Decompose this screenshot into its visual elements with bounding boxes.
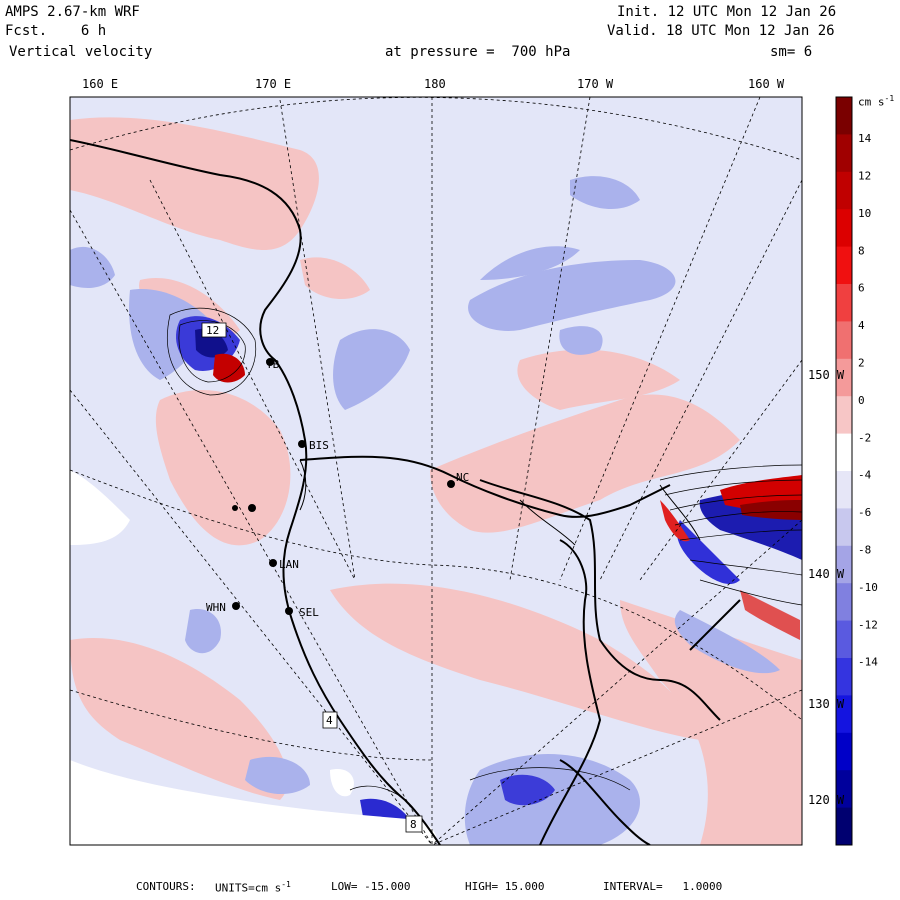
- boxed-label-12: 12: [206, 324, 219, 337]
- colorbar-tick-label: -14: [858, 656, 878, 669]
- ice-mask: [70, 470, 437, 845]
- colorbar-swatch: [836, 583, 852, 622]
- colorbar-swatch: [836, 97, 852, 135]
- lon-label-180: 180: [424, 77, 446, 91]
- station-label-nc: NC: [456, 471, 469, 484]
- colorbar-tick-label: -6: [858, 506, 871, 519]
- colorbar-tick-label: -10: [858, 581, 878, 594]
- colorbar-frame: [835, 96, 853, 846]
- footer-interval: INTERVAL= 1.0000: [603, 880, 723, 893]
- colorbar-tick-label: 8: [858, 244, 865, 257]
- colorbar-tick-label: -4: [858, 469, 872, 482]
- station-label-whn: WHN: [206, 601, 226, 614]
- station-label-tb: TB: [266, 358, 280, 371]
- colorbar-swatch: [836, 807, 852, 846]
- colorbar-swatch: [836, 171, 852, 210]
- colorbar-tick-label: 0: [858, 394, 865, 407]
- station-dot: [248, 504, 256, 512]
- station-dot: [232, 505, 238, 511]
- forecast-hour: Fcst. 6 h: [5, 23, 107, 39]
- pressure-level: at pressure = 700 hPa: [385, 44, 571, 60]
- footer-low: LOW= -15.000: [331, 880, 411, 893]
- model-title: AMPS 2.67-km WRF: [5, 4, 140, 20]
- colorbar-swatch: [836, 695, 852, 734]
- station-labels: TB BIS NC LAN WHN SEL: [206, 358, 469, 619]
- colorbar-tick-label: 4: [858, 319, 865, 332]
- colorbar-swatch: [836, 620, 852, 659]
- ice-shelf-edge: [299, 459, 701, 546]
- colorbar-swatch: [836, 134, 852, 173]
- boxed-labels: 12 4 8: [201, 322, 423, 833]
- station-label-lan: LAN: [279, 558, 299, 571]
- colorbar-swatch: [836, 209, 852, 248]
- lat-label-150w: 150 W: [808, 368, 845, 382]
- lon-label-160w: 160 W: [748, 77, 785, 91]
- station-dot-tb: [266, 358, 274, 366]
- lat-label-130w: 130 W: [808, 697, 845, 711]
- graticule-meridians: [70, 97, 802, 845]
- smoothing-value: sm= 6: [770, 44, 813, 60]
- colorbar-swatch: [836, 284, 852, 322]
- footer-contours: CONTOURS:: [136, 880, 196, 893]
- footer-units: UNITS=cm s-1: [215, 880, 291, 895]
- colorbar-swatch: [836, 358, 852, 397]
- colorbar-swatch: [836, 732, 852, 771]
- colorbar-swatch: [836, 321, 852, 360]
- strong-updraft-cells: [213, 353, 802, 640]
- colorbar-swatch: [836, 433, 852, 472]
- colorbar-swatch: [836, 471, 852, 509]
- valid-time: Valid. 18 UTC Mon 12 Jan 26: [607, 23, 835, 39]
- colorbar-tick-label: 6: [858, 282, 865, 295]
- coastline: [70, 139, 741, 845]
- colorbar-tick-label: -8: [858, 544, 871, 557]
- variable-name: Vertical velocity: [9, 44, 153, 60]
- colorbar-tick-label: 2: [858, 357, 865, 370]
- init-time: Init. 12 UTC Mon 12 Jan 26: [617, 4, 837, 20]
- lat-label-140w: 140 W: [808, 567, 845, 581]
- colorbar-tick-label: 14: [858, 132, 872, 145]
- station-dot-whn: [232, 602, 240, 610]
- contour-lines: [167, 307, 802, 811]
- colorbar-swatch: [836, 658, 852, 696]
- colorbar-tick-label: -12: [858, 618, 878, 631]
- footer-high: HIGH= 15.000: [465, 880, 545, 893]
- colorbar-tick-label: -2: [858, 431, 871, 444]
- lat-label-120w: 120 W: [808, 793, 845, 807]
- station-markers: [232, 358, 455, 615]
- plot-frame: [69, 96, 803, 846]
- station-dot-sel: [285, 607, 293, 615]
- station-dot-bis: [298, 440, 306, 448]
- colorbar-units: cm s-1: [858, 94, 895, 109]
- colorbar-tick-label: 12: [858, 170, 871, 183]
- colorbar-swatch: [836, 396, 852, 435]
- colorbar-tick-label: 10: [858, 207, 871, 220]
- lon-label-170e: 170 E: [255, 77, 292, 91]
- graticule-parallels: [70, 97, 802, 761]
- colorbar-swatch: [836, 545, 852, 584]
- colorbar-swatch: [836, 770, 852, 809]
- colorbar: 14 12 10 8 6 4 2 0 -2 -4 -6 -8 -10 -12 -14: [835, 96, 878, 846]
- station-label-sel: SEL: [299, 606, 319, 619]
- station-dot-nc: [447, 480, 455, 488]
- colorbar-swatch: [836, 246, 852, 285]
- lon-label-170w: 170 W: [577, 77, 614, 91]
- station-label-bis: BIS: [309, 439, 329, 452]
- station-dot-lan: [269, 559, 277, 567]
- lon-label-160e: 160 E: [82, 77, 119, 91]
- colorbar-swatch: [836, 508, 852, 547]
- boxed-label-4: 4: [326, 714, 333, 727]
- boxed-label-8: 8: [410, 818, 417, 831]
